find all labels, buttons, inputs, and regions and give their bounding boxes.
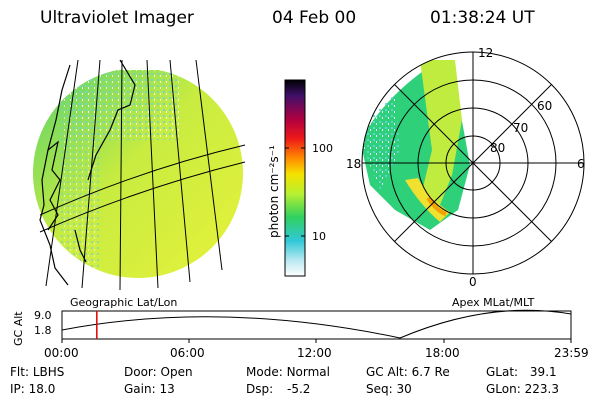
gc-alt-axis-label: GC Alt xyxy=(12,311,25,346)
seq-label: Seq: xyxy=(366,382,393,396)
glon-value: 223.3 xyxy=(524,382,559,396)
mlt-label-0: 0 xyxy=(469,275,477,289)
polar-labels: 12 18 6 0 60 70 80 xyxy=(346,46,585,289)
gcalt-label: GC Alt: xyxy=(366,365,408,379)
colorbar xyxy=(285,80,305,276)
colorbar-unit-label: photon cm⁻²s⁻¹ xyxy=(267,145,281,238)
geographic-label: Geographic Lat/Lon xyxy=(70,296,178,309)
polar-image xyxy=(362,60,470,230)
dsp-value: -5.2 xyxy=(286,382,311,396)
altitude-plot-frame xyxy=(61,310,572,340)
ip-value: 18.0 xyxy=(28,382,56,396)
status-gain: Gain: 13 xyxy=(124,382,175,396)
timeline-ticks xyxy=(61,339,572,343)
time-tick-1800: 18:00 xyxy=(425,346,460,360)
status-flt: Flt: LBHS xyxy=(10,365,64,379)
time-tick-0000: 00:00 xyxy=(44,346,79,360)
date-label: 04 Feb 00 xyxy=(272,8,357,28)
geographic-grid xyxy=(39,59,246,291)
flt-label: Flt: xyxy=(10,365,29,379)
status-seq: Seq: 30 xyxy=(366,382,412,396)
time-tick-2359: 23:59 xyxy=(554,346,589,360)
colorbar-ticks xyxy=(285,147,305,237)
time-tick-0600: 06:00 xyxy=(170,346,205,360)
mlat-label-60: 60 xyxy=(537,99,552,113)
status-glon: GLon: 223.3 xyxy=(486,382,559,396)
geographic-image xyxy=(33,68,243,278)
gc-alt-tick-low: 1.8 xyxy=(34,324,52,337)
gain-label: Gain: xyxy=(124,382,156,396)
dsp-label: Dsp: xyxy=(246,382,274,396)
gain-value: 13 xyxy=(159,382,175,396)
glon-label: GLon: xyxy=(486,382,521,396)
gc-alt-tick-high: 9.0 xyxy=(34,309,52,322)
status-dsp: Dsp: -5.2 xyxy=(246,382,310,396)
apex-label: Apex MLat/MLT xyxy=(452,296,535,309)
status-door: Door: Open xyxy=(124,365,193,379)
mlt-label-18: 18 xyxy=(346,157,361,171)
mlt-label-12: 12 xyxy=(478,46,493,60)
status-glat: GLat: 39.1 xyxy=(486,365,557,379)
flt-value: LBHS xyxy=(32,365,65,379)
glat-label: GLat: xyxy=(486,365,519,379)
colorbar-tick-10: 10 xyxy=(312,230,326,243)
mode-value: Normal xyxy=(286,365,330,379)
colorbar-tick-100: 100 xyxy=(312,142,333,155)
mlt-label-6: 6 xyxy=(577,157,585,171)
mode-label: Mode: xyxy=(246,365,283,379)
time-label: 01:38:24 UT xyxy=(430,8,535,28)
coastline xyxy=(39,59,136,286)
status-ip: IP: 18.0 xyxy=(10,382,55,396)
ip-label: IP: xyxy=(10,382,25,396)
mlat-label-70: 70 xyxy=(513,121,528,135)
altitude-curve xyxy=(61,309,572,339)
door-label: Door: xyxy=(124,365,157,379)
polar-grid xyxy=(361,51,585,275)
door-value: Open xyxy=(160,365,193,379)
mlat-label-80: 80 xyxy=(490,141,505,155)
instrument-title: Ultraviolet Imager xyxy=(40,8,194,28)
status-mode: Mode: Normal xyxy=(246,365,330,379)
glat-value: 39.1 xyxy=(529,365,557,379)
time-tick-1200: 12:00 xyxy=(297,346,332,360)
gcalt-value: 6.7 Re xyxy=(411,365,450,379)
seq-value: 30 xyxy=(396,382,412,396)
status-gcalt: GC Alt: 6.7 Re xyxy=(366,365,450,379)
